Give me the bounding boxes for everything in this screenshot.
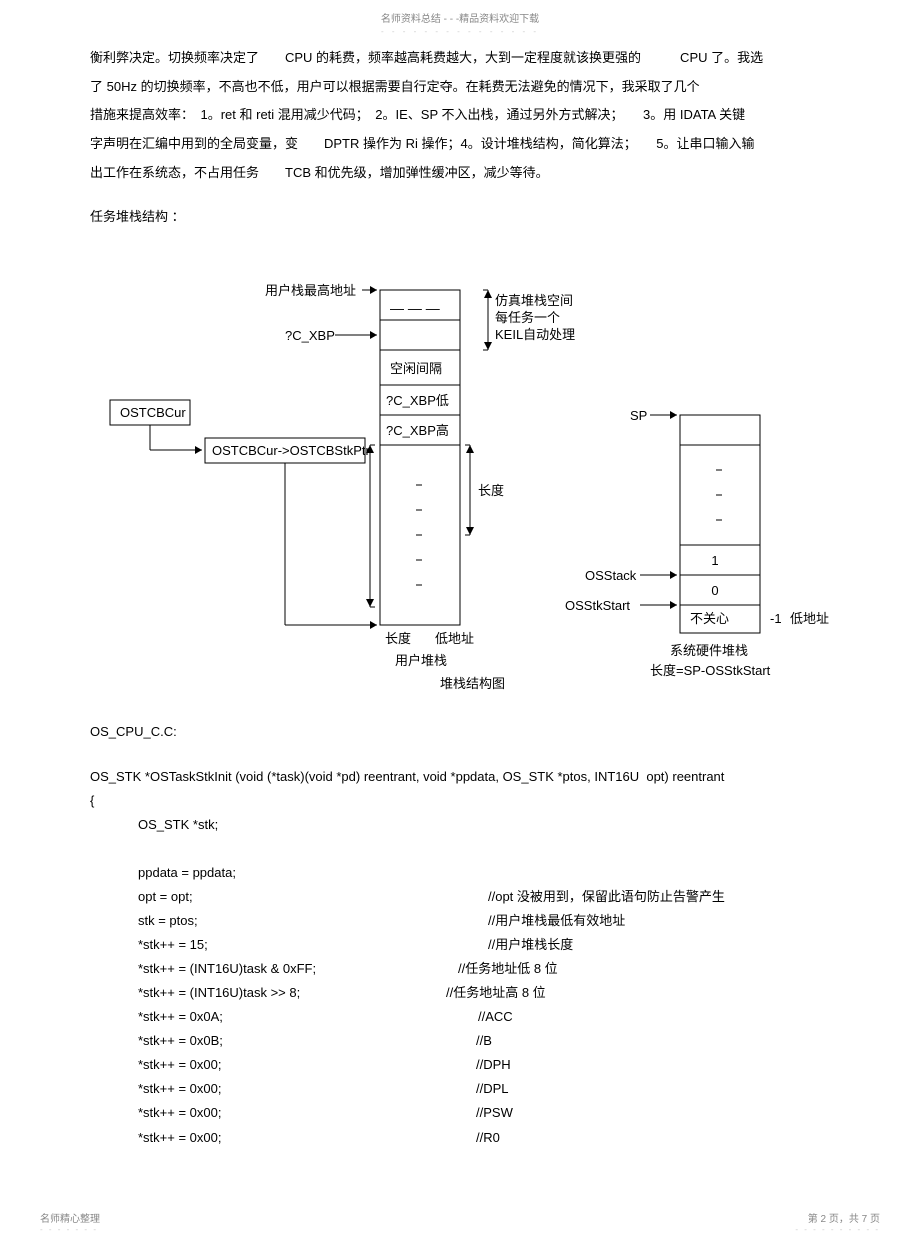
svg-text:系统硬件堆栈: 系统硬件堆栈 — [670, 643, 748, 658]
footer-left: 名师精心整理 — [40, 1210, 100, 1225]
brace-open: { — [90, 789, 830, 813]
svg-text:?C_XBP低: ?C_XBP低 — [386, 393, 449, 408]
footer-dots: - - - - - - - - - - - - - - - - - — [0, 1225, 920, 1234]
svg-text:0: 0 — [711, 583, 718, 598]
code-line: ppdata = ppdata; — [90, 861, 830, 885]
svg-text:低地址: 低地址 — [790, 611, 829, 626]
para-1: 衡利弊决定。切换频率决定了 CPU 的耗费，频率越高耗费越大，大到一定程度就该换… — [90, 46, 830, 71]
svg-text:OSStkStart: OSStkStart — [565, 598, 630, 613]
svg-text:OSTCBCur->OSTCBStkPtr: OSTCBCur->OSTCBStkPtr — [212, 443, 370, 458]
footer-right: 第 2 页，共 7 页 — [808, 1210, 880, 1225]
svg-text:— — —: — — — — [390, 300, 440, 316]
para-2: 了 50Hz 的切换频率，不高也不低，用户可以根据需要自行定夺。在耗费无法避免的… — [90, 75, 830, 100]
para-5: 出工作在系统态，不占用任务 TCB 和优先级，增加弹性缓冲区，减少等待。 — [90, 161, 830, 186]
var-decl: OS_STK *stk; — [90, 813, 830, 837]
svg-text:长度=SP-OSStkStart: 长度=SP-OSStkStart — [650, 663, 771, 678]
code-line: *stk++ = 0x00;//DPH — [90, 1053, 830, 1077]
svg-text:堆栈结构图: 堆栈结构图 — [440, 676, 505, 690]
svg-text:?C_XBP: ?C_XBP — [285, 328, 335, 343]
svg-text:用户堆栈: 用户堆栈 — [395, 653, 447, 668]
para-6: 任务堆栈结构 ： — [90, 205, 830, 230]
hardware-stack: 1 0 不关心 — [680, 415, 760, 633]
svg-text:长度: 长度 — [385, 631, 411, 646]
code-line: *stk++ = 0x00;//PSW — [90, 1101, 830, 1125]
code-line: *stk++ = 15;//用户堆栈长度 — [90, 933, 830, 957]
code-line: *stk++ = 0x0A;//ACC — [90, 1005, 830, 1029]
func-signature: OS_STK *OSTaskStkInit (void (*task)(void… — [90, 765, 830, 789]
svg-text:每任务一个: 每任务一个 — [495, 310, 560, 325]
svg-text:OSTCBCur: OSTCBCur — [120, 405, 186, 420]
para-3: 措施来提高效率： 1。ret 和 reti 混用减少代码； 2。IE、SP 不入… — [90, 103, 830, 128]
para-4: 字声明在汇编中用到的全局变量，变 DPTR 操作为 Ri 操作；4。设计堆栈结构… — [90, 132, 830, 157]
stack-diagram: — — — 空闲间隔 ?C_XBP低 ?C_XBP高 — [90, 250, 830, 690]
svg-text:仿真堆栈空间: 仿真堆栈空间 — [495, 293, 573, 308]
svg-text:KEIL自动处理: KEIL自动处理 — [495, 327, 575, 342]
svg-text:低地址: 低地址 — [435, 631, 474, 646]
code-line: *stk++ = 0x00;//R0 — [90, 1126, 830, 1150]
svg-text:用户栈最高地址: 用户栈最高地址 — [265, 283, 356, 298]
code-block: OS_STK *OSTaskStkInit (void (*task)(void… — [90, 765, 830, 1150]
svg-text:OSStack: OSStack — [585, 568, 637, 583]
page-content: 衡利弊决定。切换频率决定了 CPU 的耗费，频率越高耗费越大，大到一定程度就该换… — [0, 46, 920, 1150]
svg-text:1: 1 — [711, 553, 718, 568]
code-line: opt = opt;//opt 没被用到，保留此语句防止告警产生 — [90, 885, 830, 909]
svg-text:空闲间隔: 空闲间隔 — [390, 361, 442, 376]
header-title: 名师资料总结 - - -精品资料欢迎下载 — [0, 10, 920, 25]
svg-text:不关心: 不关心 — [690, 611, 729, 626]
code-line: stk = ptos;//用户堆栈最低有效地址 — [90, 909, 830, 933]
svg-text:长度: 长度 — [478, 483, 504, 498]
code-title: OS_CPU_C.C: — [90, 720, 830, 745]
svg-text:-1: -1 — [770, 611, 782, 626]
svg-text:?C_XBP高: ?C_XBP高 — [386, 423, 449, 438]
code-line: *stk++ = 0x0B;//B — [90, 1029, 830, 1053]
code-line: *stk++ = (INT16U)task >> 8;//任务地址高 8 位 — [90, 981, 830, 1005]
code-line: *stk++ = (INT16U)task & 0xFF;//任务地址低 8 位 — [90, 957, 830, 981]
user-stack: — — — 空闲间隔 ?C_XBP低 ?C_XBP高 — [380, 290, 460, 625]
svg-text:SP: SP — [630, 408, 647, 423]
page-footer: 名师精心整理 第 2 页，共 7 页 — [0, 1210, 920, 1225]
code-line: *stk++ = 0x00;//DPL — [90, 1077, 830, 1101]
header-dots: - - - - - - - - - - - - - - - — [0, 27, 920, 36]
